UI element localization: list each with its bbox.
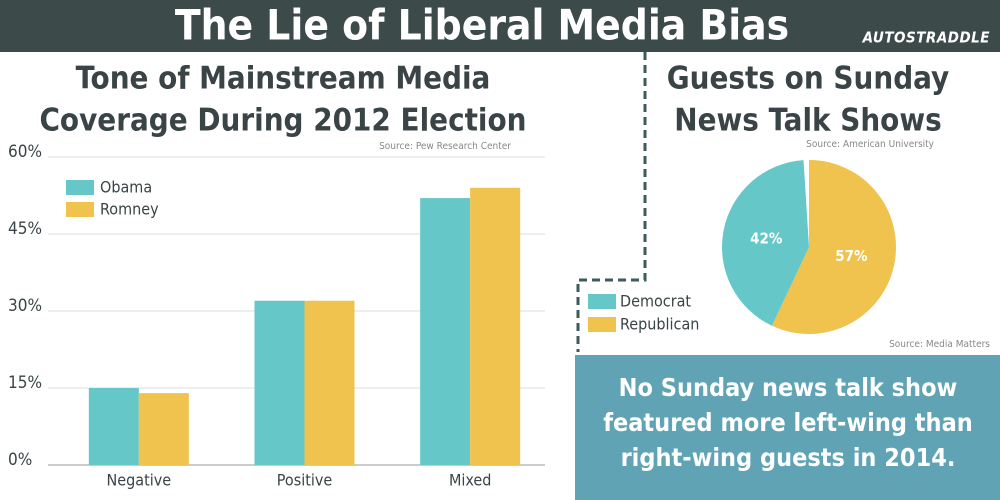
x-tick-label: Positive [277,471,333,490]
y-tick-label: 60% [8,142,42,162]
legend-swatch [66,180,94,195]
data-label: 42% [750,229,783,247]
callout-text: No Sunday news talk show featured more le… [603,373,973,472]
header-band [0,0,1000,52]
header-title: The Lie of Liberal Media Bias [175,1,789,50]
pie-slice [722,160,809,326]
legend-label: Romney [100,200,159,219]
x-tick-label: Negative [107,471,172,490]
callout-source: Source: Media Matters [889,339,990,350]
chart-title: News Talk Shows [674,103,941,139]
bar [420,198,471,466]
chart-title: Guests on Sunday [667,61,949,97]
legend-label: Obama [100,178,152,197]
legend-label: Democrat [620,292,691,311]
callout-line: No Sunday news talk show [619,373,958,402]
legend-label: Republican [620,315,699,334]
x-tick-label: Mixed [449,471,491,490]
legend-swatch [588,317,616,332]
bar [138,393,189,465]
callout-line: right-wing guests in 2014. [621,443,956,472]
y-tick-label: 15% [8,373,42,393]
callout-line: featured more left-wing than [603,408,973,437]
bar [254,300,305,465]
chart-title: Coverage During 2012 Election [39,103,526,139]
callout-box [575,355,1000,500]
brand: AUTOSTRADDLE [862,29,991,47]
y-tick-label: 45% [8,219,42,239]
y-tick-label: 0% [8,450,32,470]
bar [88,388,139,465]
legend-swatch [588,294,616,309]
chart-title: Tone of Mainstream Media [76,61,491,97]
bar [470,187,521,466]
legend-swatch [66,202,94,217]
chart-source: Source: American University [806,139,934,150]
y-tick-label: 30% [8,296,42,316]
bar [304,300,355,465]
pie-slice [771,160,896,334]
chart-source: Source: Pew Research Center [379,141,511,152]
data-label: 57% [835,247,868,265]
divider [576,52,647,352]
